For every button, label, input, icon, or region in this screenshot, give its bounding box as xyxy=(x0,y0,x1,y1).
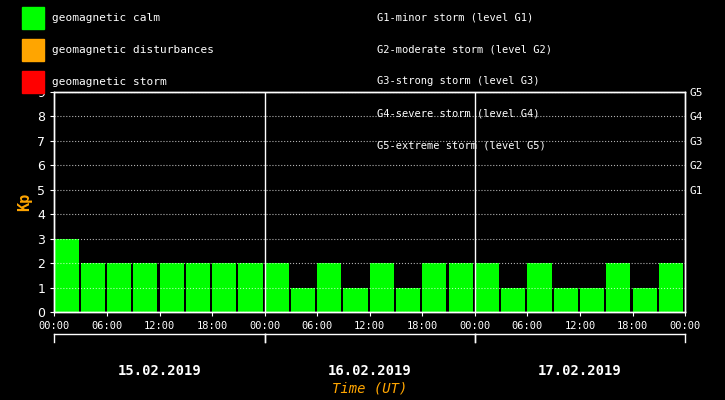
Bar xyxy=(422,263,447,312)
Bar xyxy=(291,288,315,312)
Text: 17.02.2019: 17.02.2019 xyxy=(538,364,622,378)
Bar xyxy=(160,263,183,312)
Text: G3-strong storm (level G3): G3-strong storm (level G3) xyxy=(377,76,539,86)
Bar xyxy=(475,263,499,312)
Bar xyxy=(80,263,105,312)
Text: Time (UT): Time (UT) xyxy=(332,382,407,396)
Text: G5-extreme storm (level G5): G5-extreme storm (level G5) xyxy=(377,140,546,150)
Bar xyxy=(449,263,473,312)
Y-axis label: Kp: Kp xyxy=(17,193,32,211)
Bar xyxy=(632,288,657,312)
Bar xyxy=(396,288,420,312)
Bar xyxy=(606,263,631,312)
Bar xyxy=(186,263,210,312)
Bar xyxy=(239,263,262,312)
Text: 15.02.2019: 15.02.2019 xyxy=(117,364,202,378)
Bar xyxy=(527,263,552,312)
Text: geomagnetic calm: geomagnetic calm xyxy=(52,13,160,23)
Text: geomagnetic storm: geomagnetic storm xyxy=(52,77,167,87)
Bar xyxy=(212,263,236,312)
Text: G1-minor storm (level G1): G1-minor storm (level G1) xyxy=(377,12,534,22)
Bar xyxy=(133,263,157,312)
Text: G2-moderate storm (level G2): G2-moderate storm (level G2) xyxy=(377,44,552,54)
Bar xyxy=(580,288,604,312)
Bar xyxy=(554,288,578,312)
Bar xyxy=(54,239,78,312)
Bar xyxy=(659,263,683,312)
Bar xyxy=(107,263,131,312)
Bar xyxy=(265,263,289,312)
Bar xyxy=(370,263,394,312)
Text: geomagnetic disturbances: geomagnetic disturbances xyxy=(52,45,214,55)
Text: G4-severe storm (level G4): G4-severe storm (level G4) xyxy=(377,108,539,118)
Bar xyxy=(344,288,368,312)
Text: 16.02.2019: 16.02.2019 xyxy=(328,364,412,378)
Bar xyxy=(501,288,526,312)
Bar xyxy=(317,263,341,312)
